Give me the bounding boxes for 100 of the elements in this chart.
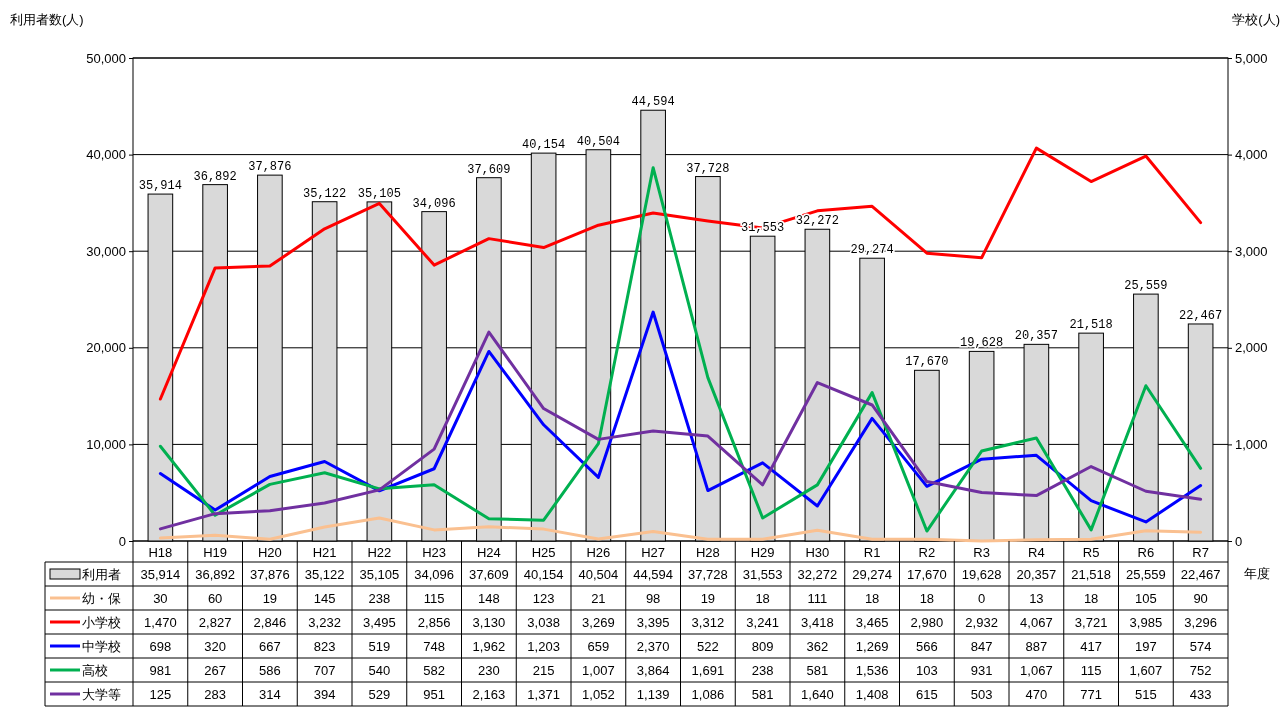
data-label: 1,607 [1129,663,1163,678]
data-label: 19 [262,591,278,606]
x-tick-label: H30 [805,545,830,560]
data-label: 18 [919,591,935,606]
text: 40,504 [576,134,620,149]
data-label: 115 [1080,663,1102,678]
data-label: 20,357 [1016,567,1057,582]
legend-label: 小学校 [82,615,121,630]
data-label: 37,728 [687,567,728,582]
y2-tick-label: 3,000 [1235,243,1268,259]
y-tick-label: 10,000 [86,437,126,453]
data-label: 3,418 [801,615,834,630]
data-label: 314 [259,687,281,702]
data-label: 35,914 [140,567,181,582]
x-tick-label: H25 [531,545,556,560]
data-label: 3,269 [582,615,615,630]
data-label: 1,203 [527,639,560,654]
data-label: 37,609 [468,567,509,582]
data-label: 115 [423,591,445,606]
data-label: 659 [587,639,610,654]
data-label: 22,467 [1180,567,1221,582]
data-label: 1,067 [1020,663,1053,678]
y2-axis-title: 学校(人) [1232,12,1280,27]
data-label: 0 [978,591,986,606]
legend-label: 高校 [82,663,108,678]
text: 19,628 [960,336,1004,351]
data-label: 522 [697,639,719,654]
data-label: 123 [532,591,555,606]
data-label: 515 [1135,687,1157,702]
data-label: 31,553 [742,567,783,582]
data-label: 1,640 [801,687,834,702]
data-label: 90 [1193,591,1208,606]
data-label: 145 [313,591,336,606]
data-label: 320 [204,639,226,654]
data-label: 1,052 [582,687,615,702]
data-label: 44,594 [633,567,674,582]
x-tick-label: H21 [312,545,337,560]
text: 44,594 [631,95,675,110]
data-label: 36,892 [195,567,236,582]
data-label: 586 [259,663,281,678]
data-label: 37,876 [249,567,290,582]
data-label: 3,395 [636,615,670,630]
data-label: 32,272 [797,567,838,582]
text: 40,154 [522,138,566,153]
data-label: 103 [916,663,938,678]
text: 35,122 [303,186,347,201]
text: 25,559 [1124,279,1168,294]
data-label: 35,122 [304,567,345,582]
data-label: 752 [1189,663,1212,678]
data-label: 21,518 [1071,567,1112,582]
data-label: 215 [532,663,555,678]
data-label: 2,856 [417,615,451,630]
y-tick-label: 20,000 [86,340,126,356]
data-label: 931 [970,663,993,678]
data-label: 19 [700,591,716,606]
data-label: 581 [806,663,829,678]
x-tick-label: H27 [641,545,666,560]
data-label: 4,067 [1020,615,1053,630]
data-label: 3,721 [1074,615,1108,630]
data-label: 707 [313,663,336,678]
x-tick-label: R5 [1082,545,1100,560]
data-label: 1,269 [855,639,889,654]
data-label: 3,241 [746,615,779,630]
data-label: 667 [259,639,281,654]
data-label: 40,504 [578,567,619,582]
data-label: 34,096 [414,567,455,582]
data-label: 25,559 [1125,567,1166,582]
x-tick-label: R1 [863,545,881,560]
data-label: 1,536 [855,663,889,678]
data-label: 35,105 [359,567,400,582]
text: 17,670 [905,355,949,370]
text: 37,609 [467,162,511,177]
data-label: 3,130 [472,615,506,630]
x-tick-label: H19 [203,545,228,560]
x-tick-label: H22 [367,545,392,560]
data-label: 433 [1189,687,1212,702]
x-tick-label: R6 [1137,545,1155,560]
legend-label: 中学校 [82,639,121,654]
x-axis-title: 年度 [1244,566,1270,581]
data-label: 111 [807,591,828,606]
data-label: 809 [751,639,774,654]
y2-tick-label: 1,000 [1235,437,1268,453]
x-tick-label: H28 [695,545,720,560]
data-label: 230 [478,663,500,678]
y2-tick-label: 2,000 [1235,340,1268,356]
x-tick-label: H20 [257,545,282,560]
data-label: 1,086 [691,687,725,702]
data-label: 1,408 [855,687,889,702]
data-label: 2,370 [636,639,670,654]
data-label: 362 [806,639,829,654]
text: 37,728 [686,161,730,176]
data-label: 60 [207,591,223,606]
data-label: 30 [153,591,168,606]
data-label: 417 [1080,639,1102,654]
data-label: 238 [368,591,391,606]
data-label: 3,465 [855,615,889,630]
data-label: 2,932 [965,615,998,630]
y-tick-label: 0 [118,533,126,549]
data-label: 3,296 [1184,615,1217,630]
text: 21,518 [1069,318,1113,333]
